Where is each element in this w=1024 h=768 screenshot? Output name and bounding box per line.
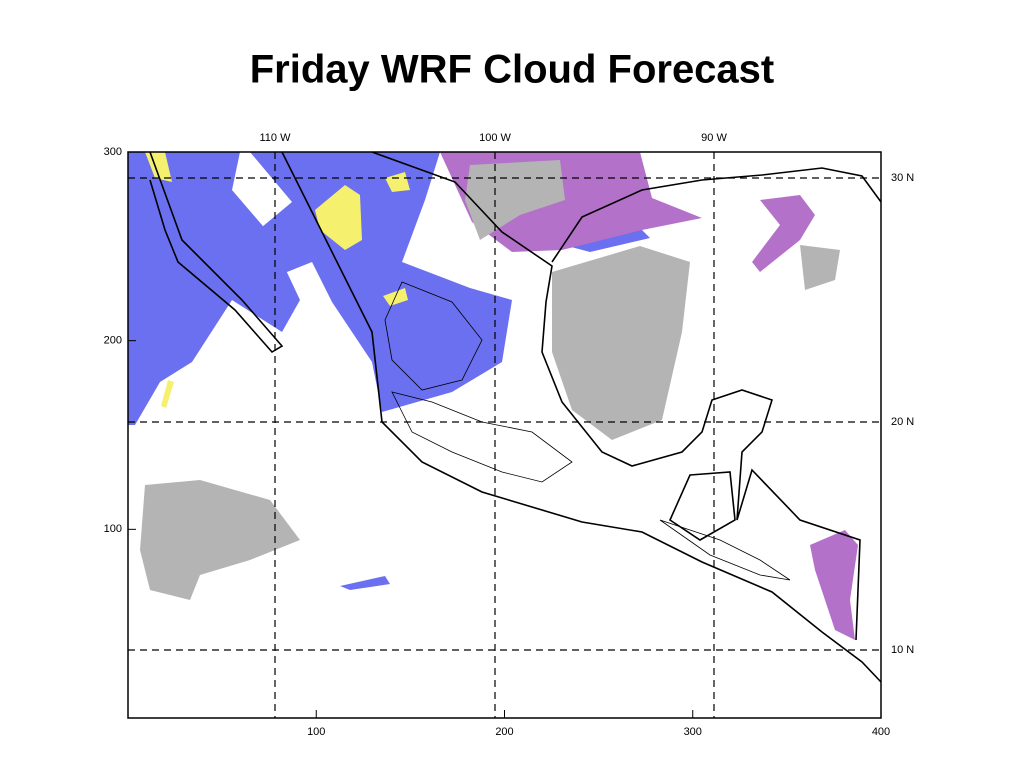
cloud-mixed xyxy=(752,195,815,272)
latitude-label: 20 N xyxy=(891,416,914,428)
latitude-label: 10 N xyxy=(891,644,914,656)
terrain-contour xyxy=(384,281,483,391)
cloud-thick xyxy=(385,172,410,192)
border xyxy=(668,471,736,541)
cloud-high xyxy=(128,152,300,425)
x-tick-label: 200 xyxy=(495,726,513,738)
cloud-low xyxy=(552,246,690,440)
y-tick-label: 300 xyxy=(104,146,122,158)
coastline xyxy=(149,151,284,354)
x-tick-label: 400 xyxy=(872,726,890,738)
cloud-thick xyxy=(315,185,362,250)
x-tick-label: 100 xyxy=(307,726,325,738)
coastline xyxy=(371,151,861,641)
cloud-thick xyxy=(161,380,174,408)
y-tick-label: 200 xyxy=(104,335,122,347)
y-tick-label: 100 xyxy=(104,523,122,535)
cloud-low xyxy=(140,480,300,600)
cloud-high xyxy=(340,576,390,590)
cloud-high xyxy=(560,228,650,252)
coastline xyxy=(281,151,882,683)
x-tick-label: 300 xyxy=(684,726,702,738)
map xyxy=(127,151,882,719)
longitude-label: 110 W xyxy=(260,132,292,144)
latitude-label: 30 N xyxy=(891,172,914,184)
longitude-label: 90 W xyxy=(701,132,727,144)
cloud-thick xyxy=(145,152,172,182)
cloud-mixed xyxy=(810,530,858,640)
terrain-contour xyxy=(659,519,791,581)
terrain-contour xyxy=(391,391,573,483)
cloud-low xyxy=(800,245,840,290)
cloud-high xyxy=(250,152,512,412)
longitude-label: 100 W xyxy=(479,132,511,144)
title: Friday WRF Cloud Forecast xyxy=(250,48,775,92)
